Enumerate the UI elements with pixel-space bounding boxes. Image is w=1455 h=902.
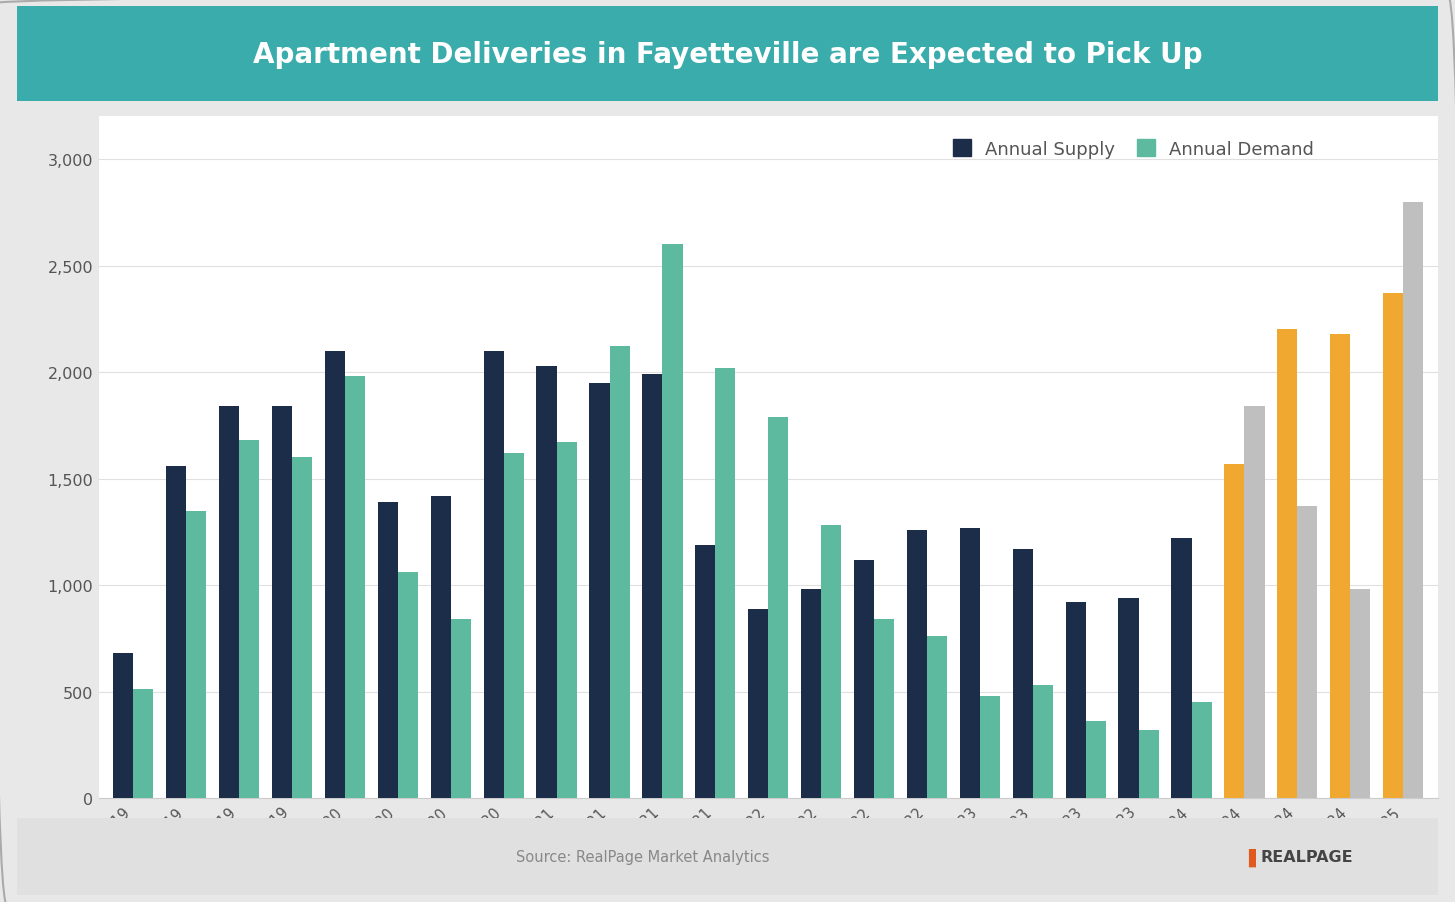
Bar <box>503 454 524 798</box>
Bar <box>1350 590 1371 798</box>
Bar <box>537 366 557 798</box>
Bar <box>927 637 947 798</box>
Bar <box>906 530 927 798</box>
Bar <box>378 502 397 798</box>
Bar <box>821 526 841 798</box>
Bar <box>695 545 716 798</box>
Bar <box>324 352 345 798</box>
Bar <box>186 511 207 798</box>
Bar <box>1171 538 1192 798</box>
Bar <box>166 466 186 798</box>
Bar <box>979 696 1000 798</box>
Bar <box>397 573 418 798</box>
Bar <box>557 443 576 798</box>
Bar <box>1033 686 1053 798</box>
Bar <box>610 347 630 798</box>
Bar <box>431 496 451 798</box>
Bar <box>874 620 895 798</box>
Text: Apartment Deliveries in Fayetteville are Expected to Pick Up: Apartment Deliveries in Fayetteville are… <box>253 41 1202 69</box>
Text: ▐: ▐ <box>1241 847 1256 866</box>
Bar <box>239 441 259 798</box>
Bar <box>662 245 682 798</box>
Bar <box>1384 294 1403 798</box>
Bar <box>1330 335 1350 798</box>
Bar <box>960 528 979 798</box>
Bar <box>134 690 153 798</box>
Text: REALPAGE: REALPAGE <box>1260 849 1353 864</box>
Text: Source: RealPage Market Analytics: Source: RealPage Market Analytics <box>515 849 770 864</box>
Bar <box>113 654 134 798</box>
Bar <box>716 368 735 798</box>
Bar <box>802 590 821 798</box>
Bar <box>1065 603 1085 798</box>
Bar <box>345 377 365 798</box>
Bar <box>1298 507 1317 798</box>
Bar <box>589 383 610 798</box>
Legend: Annual Supply, Annual Demand: Annual Supply, Annual Demand <box>946 133 1321 166</box>
Bar <box>1277 330 1298 798</box>
Bar <box>1013 549 1033 798</box>
Bar <box>642 374 662 798</box>
Bar <box>1139 731 1158 798</box>
Bar <box>1119 598 1139 798</box>
Bar <box>854 560 874 798</box>
Bar <box>1192 703 1212 798</box>
Bar <box>748 609 768 798</box>
Bar <box>220 407 239 798</box>
Bar <box>451 620 471 798</box>
Bar <box>292 458 313 798</box>
Bar <box>483 352 503 798</box>
Bar <box>1224 465 1244 798</box>
Bar <box>1085 722 1106 798</box>
Bar <box>1403 202 1423 798</box>
Bar <box>272 407 292 798</box>
Bar <box>768 418 789 798</box>
Bar <box>1244 407 1264 798</box>
